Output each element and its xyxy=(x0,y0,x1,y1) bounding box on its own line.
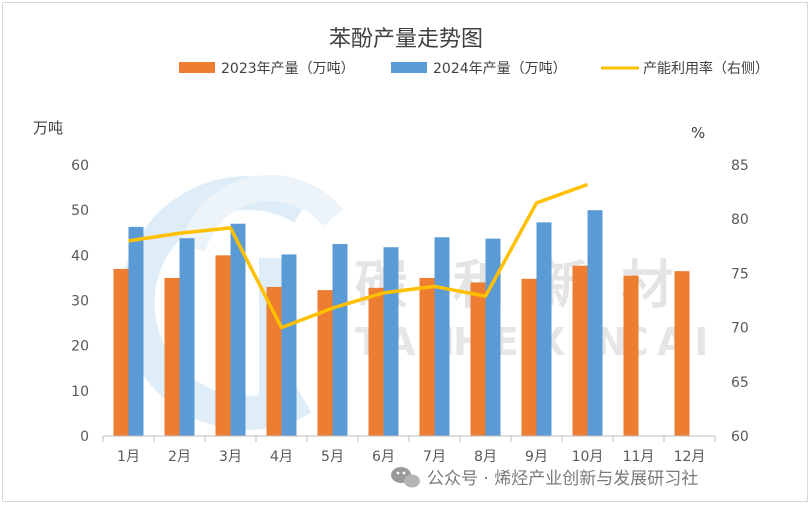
y-left-unit: 万吨 xyxy=(33,119,63,137)
y-right-tick-label: 80 xyxy=(731,212,749,228)
x-tick-label: 6月 xyxy=(372,449,395,465)
bar-2024 xyxy=(128,226,144,436)
legend-swatch-2023 xyxy=(179,62,215,73)
y-right-tick-label: 70 xyxy=(731,321,749,337)
bar-2024 xyxy=(383,247,399,436)
legend-label-2024: 2024年产量（万吨） xyxy=(433,61,567,77)
x-tick-label: 11月 xyxy=(623,449,655,465)
x-tick-label: 2月 xyxy=(168,449,191,465)
bar-2023 xyxy=(470,282,486,436)
bar-2023 xyxy=(164,277,180,436)
x-tick-label: 10月 xyxy=(572,449,604,465)
y-left-tick-label: 60 xyxy=(71,158,89,174)
bar-2023 xyxy=(266,286,282,436)
y-right-tick-label: 85 xyxy=(731,158,749,174)
y-right-ticks: 60 65 70 75 80 85 xyxy=(731,158,749,445)
legend-swatch-2024 xyxy=(391,62,427,73)
x-tick-label: 1月 xyxy=(117,449,140,465)
x-tick-label: 7月 xyxy=(423,449,446,465)
bar-2023 xyxy=(419,277,435,436)
bar-2023 xyxy=(623,275,639,436)
x-tick-label: 5月 xyxy=(321,449,344,465)
y-left-tick-label: 40 xyxy=(71,248,89,264)
bar-2024 xyxy=(281,254,297,436)
legend-label-utilization: 产能利用率（右侧） xyxy=(643,60,769,77)
x-tick-label: 12月 xyxy=(674,449,706,465)
bar-2024 xyxy=(434,237,450,436)
bar-2023 xyxy=(215,255,231,436)
chart-title: 苯酚产量走势图 xyxy=(329,27,483,52)
y-right-unit: % xyxy=(691,124,705,142)
utilization-line xyxy=(128,182,589,330)
bar-2024 xyxy=(230,223,246,436)
y-left-tick-label: 30 xyxy=(71,294,89,310)
bar-2024 xyxy=(587,210,603,436)
footer-source: 公众号 · 烯烃产业创新与发展研习社 xyxy=(427,469,698,489)
y-right-tick-label: 60 xyxy=(731,429,749,445)
y-left-ticks: 0 10 20 30 40 50 60 xyxy=(71,158,89,445)
bar-2023 xyxy=(368,287,384,436)
chart-svg: 碳 和 新 材 TAN HE XIN CAI 苯酚产量走势图 2023年产量（万… xyxy=(33,27,769,489)
x-tick-label: 9月 xyxy=(525,449,548,465)
y-left-tick-label: 10 xyxy=(71,384,89,400)
bar-2024 xyxy=(179,238,195,436)
wechat-icon xyxy=(391,467,420,488)
y-left-tick-label: 50 xyxy=(71,203,89,219)
x-tick-label: 3月 xyxy=(219,449,242,465)
y-right-tick-label: 75 xyxy=(731,266,749,282)
chart-legend: 2023年产量（万吨） 2024年产量（万吨） 产能利用率（右侧） xyxy=(179,60,769,77)
bar-2023 xyxy=(674,271,690,436)
y-left-tick-label: 20 xyxy=(71,339,89,355)
y-left-tick-label: 0 xyxy=(80,429,89,445)
bar-2023 xyxy=(572,265,588,436)
bar-2023 xyxy=(521,278,537,436)
bar-2023 xyxy=(317,290,333,436)
legend-label-2023: 2023年产量（万吨） xyxy=(221,61,355,77)
y-right-tick-label: 65 xyxy=(731,375,749,391)
bar-2024 xyxy=(332,244,348,436)
bar-2024 xyxy=(485,238,501,436)
line-series xyxy=(128,182,589,330)
x-tick-label: 4月 xyxy=(270,449,293,465)
x-axis-labels: 1月 2月 3月 4月 5月 6月 7月 8月 9月 10月 11月 12月 xyxy=(117,449,705,465)
bar-series xyxy=(113,210,690,436)
bar-2024 xyxy=(536,222,552,436)
x-axis-ticks xyxy=(102,436,716,442)
bar-2023 xyxy=(113,268,129,436)
x-tick-label: 8月 xyxy=(474,449,497,465)
footer: 公众号 · 烯烃产业创新与发展研习社 xyxy=(391,467,698,489)
